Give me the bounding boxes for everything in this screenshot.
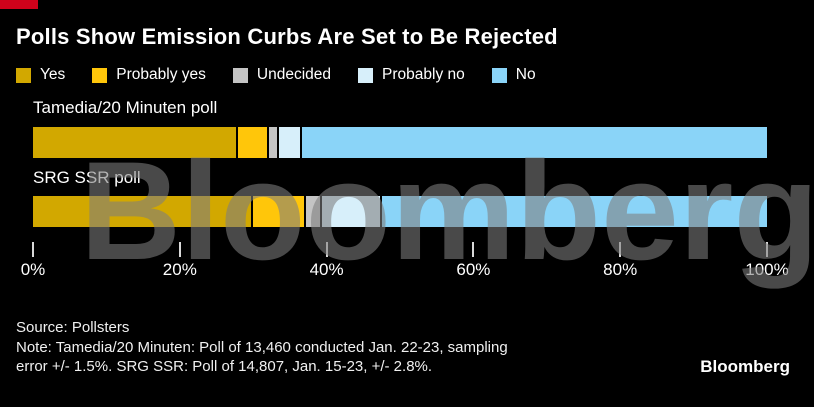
legend-swatch: [491, 67, 507, 83]
bar-segment-yes: [33, 196, 251, 227]
legend-item-yes: Yes: [16, 66, 65, 84]
bar-segment-probably-no: [278, 127, 301, 158]
legend-swatch: [16, 67, 31, 83]
legend-item-probably-no: Probably no: [358, 66, 465, 84]
legend-item-probably-yes: Probably yes: [92, 66, 206, 84]
axis-tick-label: 0%: [20, 260, 46, 279]
footer: Source: Pollsters Note: Tamedia/20 Minut…: [16, 318, 508, 377]
axis-tick-label: 100%: [745, 260, 789, 279]
bar-segment-probably-yes: [238, 127, 268, 158]
stacked-bar-srg-ssr-poll: [33, 196, 767, 227]
plot-area: Tamedia/20 Minuten poll SRG SSR poll 0% 20%…: [21, 96, 789, 291]
axis-tick: [472, 242, 475, 257]
chart-title: Polls Show Emission Curbs Are Set to Be …: [16, 24, 558, 49]
axis-tick-label: 20%: [162, 260, 197, 279]
bloomberg-logo: Bloomberg: [700, 357, 790, 376]
legend-swatch: [92, 67, 108, 83]
red-accent-bar: [0, 0, 38, 9]
note-text-line2: error +/- 1.5%. SRG SSR: Poll of 14,807,…: [16, 358, 433, 375]
source-text: Source: Pollsters: [16, 319, 130, 336]
axis-tick: [32, 242, 34, 257]
legend-label: No: [515, 66, 536, 83]
legend-label: Probably no: [382, 66, 465, 83]
axis-tick-label: 60%: [456, 260, 491, 279]
legend-label: Probably yes: [116, 66, 206, 83]
legend-label: Undecided: [256, 66, 332, 83]
legend-item-undecided: Undecided: [232, 66, 332, 84]
bar-segment-probably-no: [322, 196, 381, 227]
legend-label: Yes: [40, 66, 66, 83]
bar-segment-undecided: [269, 127, 277, 158]
legend: Yes Probably yes Undecided Probably no No: [16, 66, 536, 84]
legend-item-no: No: [491, 66, 536, 84]
bar-segment-no: [302, 127, 768, 158]
axis-tick: [766, 242, 768, 257]
axis-tick: [325, 242, 328, 257]
axis-tick: [178, 242, 181, 257]
stacked-bar-tamedia-20-minuten-poll: [33, 127, 768, 158]
note-text-line1: Note: Tamedia/20 Minuten: Poll of 13,460…: [16, 338, 508, 356]
legend-swatch: [232, 67, 248, 83]
bar-segment-probably-yes: [252, 196, 304, 227]
bar-segment-yes: [33, 127, 237, 158]
legend-swatch: [358, 67, 374, 83]
axis-tick-label: 80%: [603, 260, 638, 279]
bar-label-srg-ssr-poll: SRG SSR poll: [33, 168, 141, 187]
axis-tick-label: 40%: [309, 260, 344, 279]
axis-tick: [619, 242, 622, 257]
bar-segment-undecided: [305, 196, 321, 227]
bar-label-tamedia-20-minuten-poll: Tamedia/20 Minuten poll: [33, 98, 218, 117]
bar-segment-no: [382, 196, 767, 227]
